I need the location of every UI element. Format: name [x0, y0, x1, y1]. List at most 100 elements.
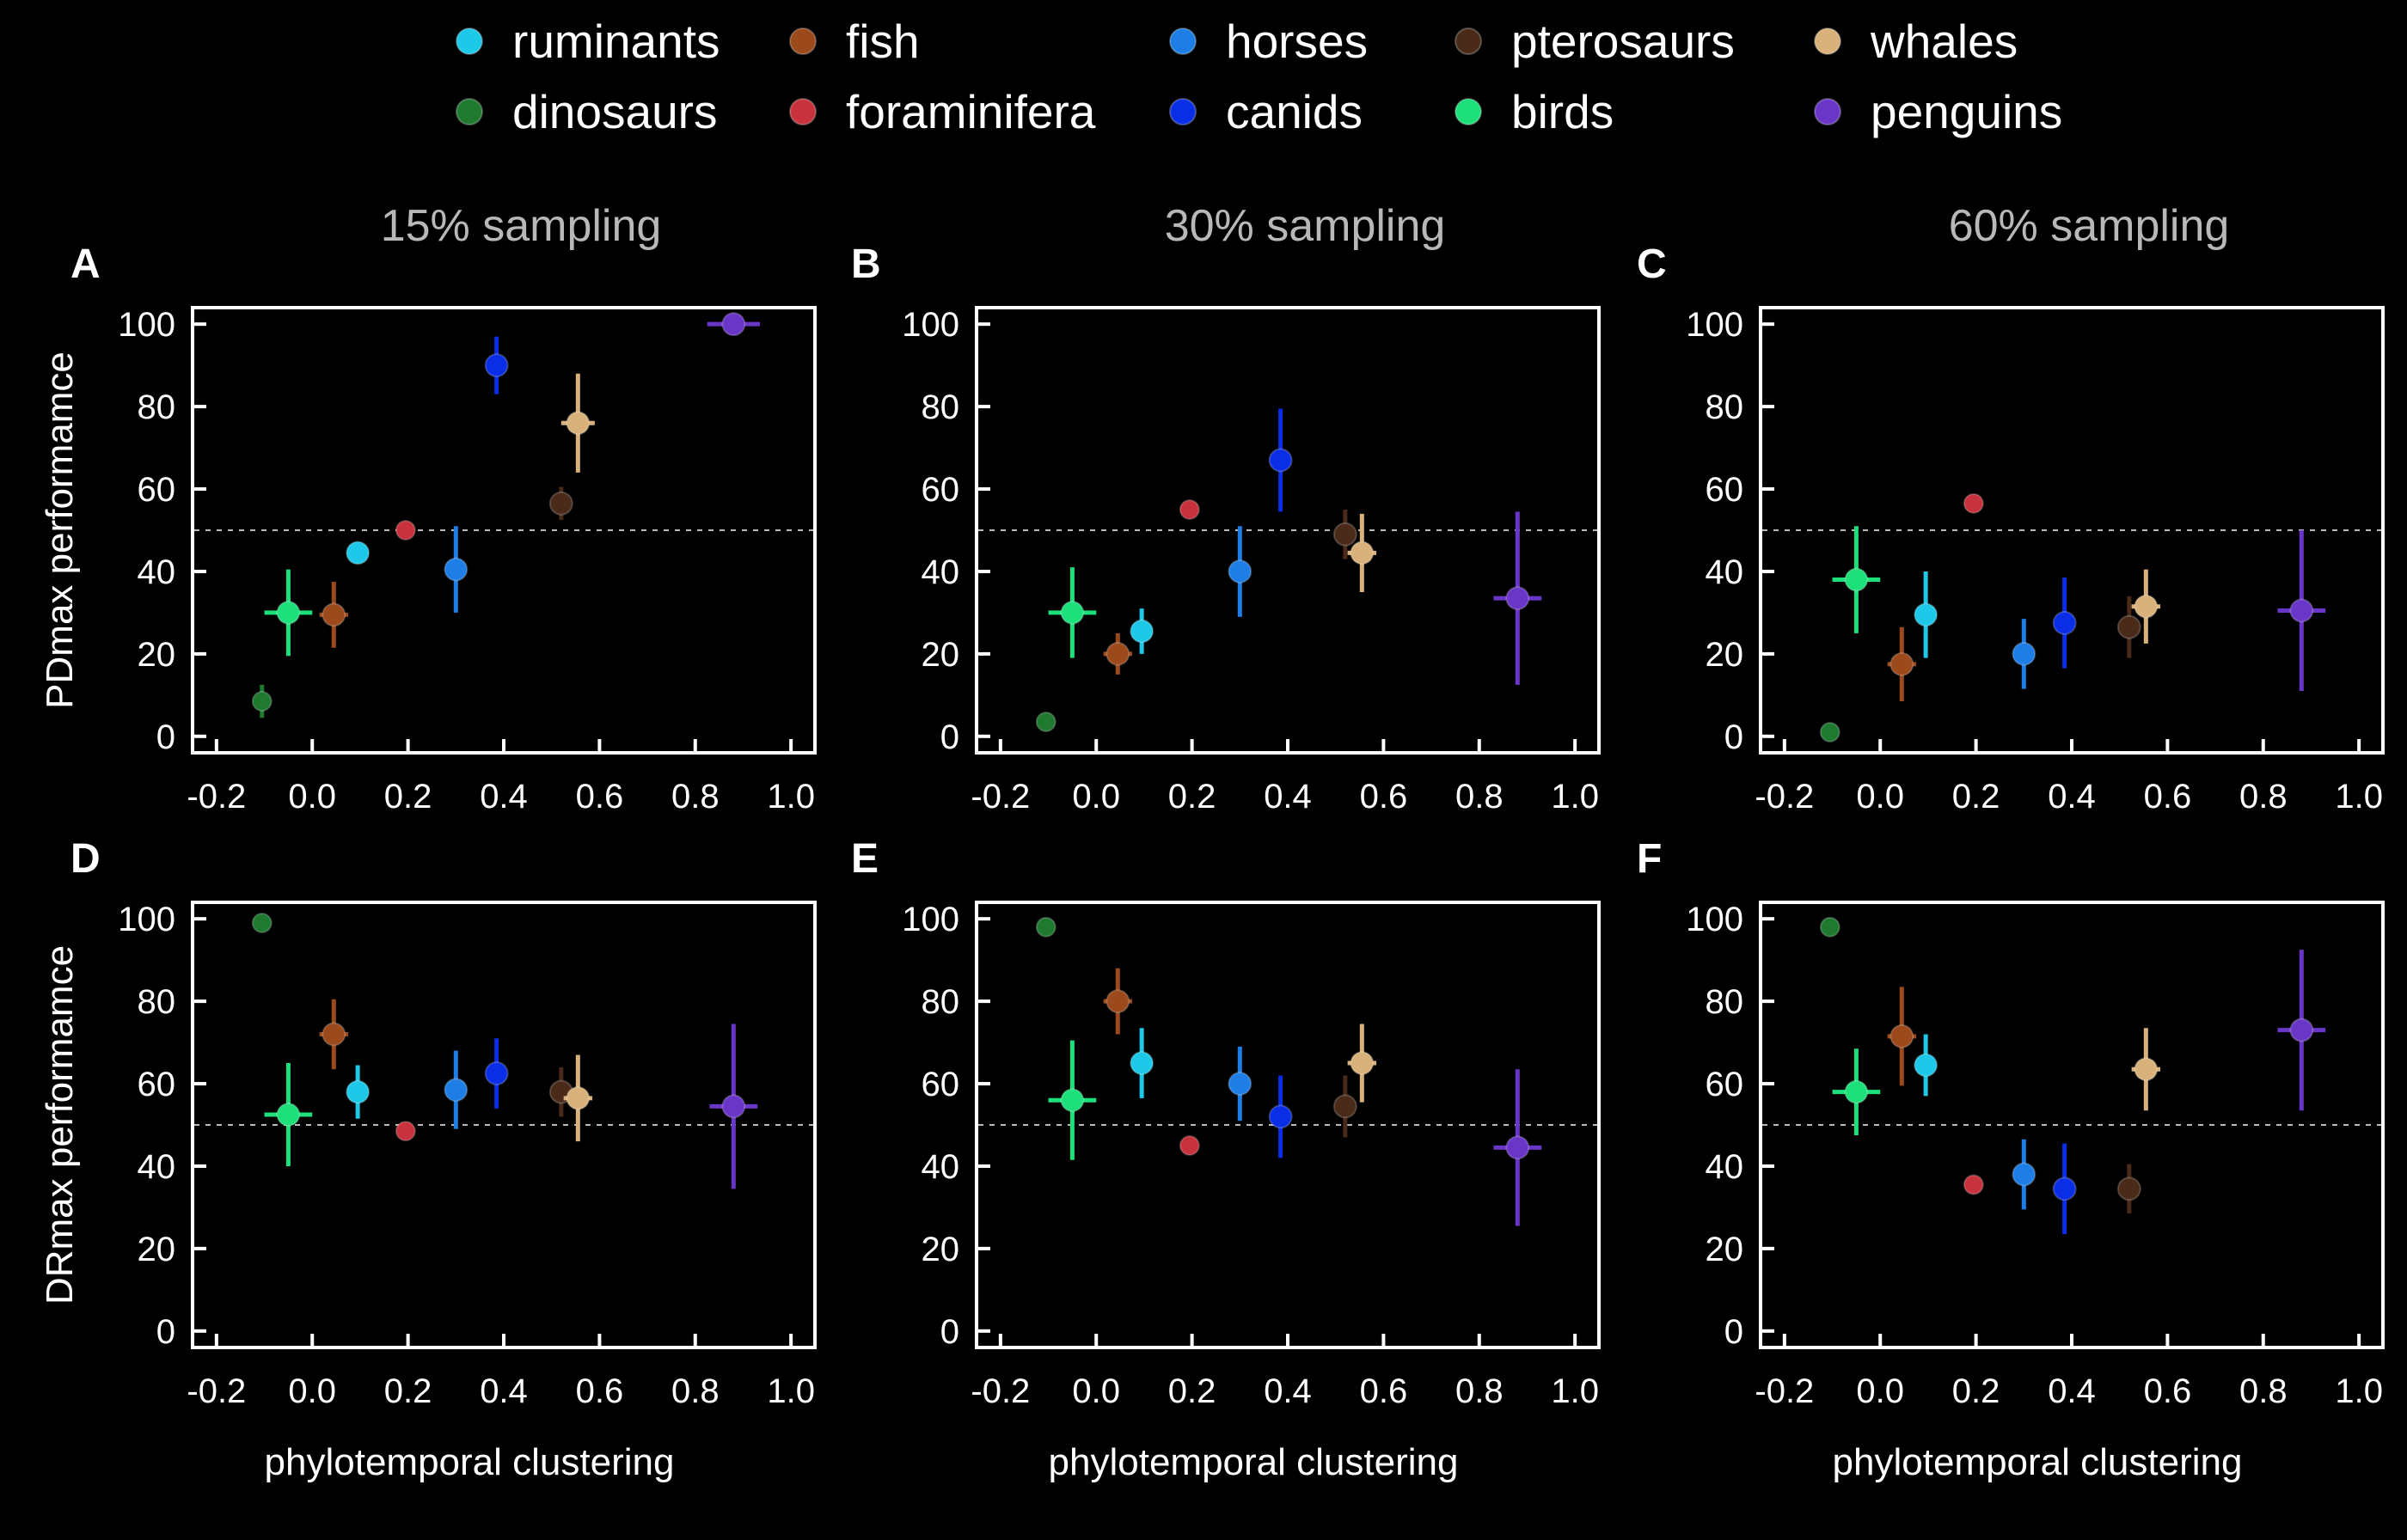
marker-penguins — [2289, 598, 2314, 623]
y-tick-label: 20 — [138, 1231, 176, 1268]
y-tick-label: 60 — [922, 1066, 960, 1103]
marker-penguins — [721, 312, 746, 337]
marker-ruminants — [1914, 602, 1938, 627]
panel-title: 60% sampling — [1949, 201, 2230, 251]
y-tick-label: 40 — [1706, 553, 1744, 591]
marker-fish — [322, 1022, 346, 1047]
point-dinosaurs — [1819, 916, 1840, 938]
point-canids — [2052, 578, 2077, 669]
legend: ruminants fish horses pterosaurs whales dinos… — [456, 15, 2062, 138]
x-tick-label: 0.4 — [2048, 1372, 2096, 1410]
marker-birds — [1060, 1088, 1085, 1113]
y-tick-label: 60 — [922, 471, 960, 509]
marker-canids — [1268, 1104, 1293, 1129]
marker-foraminifera — [1179, 1134, 1200, 1156]
marker-birds — [276, 1103, 301, 1128]
x-tick-label: 0.2 — [384, 1372, 432, 1410]
marker-ruminants — [1130, 1051, 1155, 1076]
marker-canids — [484, 1061, 509, 1086]
point-birds — [264, 1063, 313, 1166]
marker-canids — [1268, 448, 1293, 473]
x-tick-label: 0.0 — [1856, 778, 1904, 816]
marker-fish — [1106, 641, 1130, 666]
point-foraminifera — [1963, 1174, 1984, 1195]
marker-horses — [1228, 1072, 1252, 1097]
point-horses — [2012, 619, 2036, 689]
x-tick-label: 0.0 — [1072, 778, 1120, 816]
point-birds — [1832, 1048, 1881, 1135]
x-axis-label: phylotemporal clustering — [265, 1441, 675, 1483]
marker-foraminifera — [395, 520, 416, 541]
y-tick-label: 80 — [138, 388, 176, 426]
point-ruminants — [346, 541, 371, 565]
point-penguins — [2277, 950, 2326, 1111]
panel-C: C 60% sampling 0 20 40 60 80 100 -0.2 0.0 0.2 0.4 0.… — [1637, 201, 2385, 816]
y-tick-label: 0 — [156, 718, 175, 756]
point-pterosaurs — [1332, 510, 1357, 559]
panel-A: A 15% sampling PDmax performamce 0 20 40 60 80 1… — [39, 201, 817, 816]
marker-penguins — [1505, 1135, 1530, 1160]
x-tick-label: -0.2 — [971, 778, 1030, 816]
legend-swatch-pterosaurs — [1455, 28, 1482, 55]
marker-pterosaurs — [2116, 1176, 2141, 1201]
x-tick-label: 0.0 — [288, 778, 336, 816]
x-tick-label: 1.0 — [767, 778, 815, 816]
marker-penguins — [2289, 1018, 2314, 1042]
point-penguins — [1493, 511, 1542, 685]
x-tick-label: -0.2 — [1755, 1372, 1814, 1410]
marker-birds — [1844, 1079, 1869, 1104]
point-dinosaurs — [1819, 722, 1840, 743]
legend-swatch-birds — [1455, 98, 1482, 125]
y-tick-label: 100 — [118, 901, 175, 938]
point-horses — [1228, 1046, 1252, 1121]
point-pterosaurs — [1332, 1075, 1357, 1138]
y-tick-label: 40 — [1706, 1148, 1744, 1186]
marker-ruminants — [346, 541, 371, 565]
point-horses — [1228, 526, 1252, 617]
x-tick-label: -0.2 — [971, 1372, 1030, 1410]
legend-label-dinosaurs: dinosaurs — [512, 85, 717, 138]
point-birds — [264, 569, 313, 657]
y-tick-label: 40 — [138, 1148, 176, 1186]
x-tick-label: 1.0 — [2335, 1372, 2383, 1410]
x-tick-label: 0.8 — [2239, 1372, 2288, 1410]
point-penguins — [2277, 530, 2326, 692]
marker-penguins — [1505, 586, 1530, 611]
point-pterosaurs — [2116, 596, 2141, 658]
y-tick-label: 60 — [138, 471, 176, 509]
legend-label-ruminants: ruminants — [512, 15, 720, 68]
y-tick-label: 80 — [922, 983, 960, 1021]
y-tick-label: 40 — [922, 1148, 960, 1186]
x-tick-label: 0.4 — [1264, 778, 1312, 816]
marker-fish — [1889, 1024, 1914, 1048]
point-ruminants — [346, 1065, 371, 1119]
panel-letter: E — [851, 836, 879, 882]
point-penguins — [707, 312, 760, 337]
point-whales — [1347, 513, 1377, 592]
marker-dinosaurs — [1819, 916, 1840, 938]
marker-fish — [1106, 989, 1130, 1014]
x-tick-label: 0.8 — [1455, 1372, 1504, 1410]
point-fish — [1887, 987, 1916, 1086]
point-birds — [1048, 1040, 1097, 1160]
x-tick-label: 0.8 — [671, 1372, 720, 1410]
marker-ruminants — [1130, 619, 1155, 644]
marker-horses — [1228, 559, 1252, 584]
x-tick-label: 1.0 — [1551, 1372, 1599, 1410]
marker-dinosaurs — [1035, 916, 1057, 938]
marker-penguins — [721, 1094, 746, 1119]
marker-birds — [1060, 600, 1085, 625]
point-penguins — [1493, 1069, 1542, 1226]
x-tick-label: 0.8 — [1455, 778, 1504, 816]
x-tick-label: 0.8 — [2239, 778, 2288, 816]
marker-horses — [2012, 641, 2036, 666]
point-dinosaurs — [251, 912, 273, 933]
x-tick-label: 0.8 — [671, 778, 720, 816]
panel-letter: F — [1637, 836, 1662, 882]
marker-dinosaurs — [1035, 712, 1057, 733]
panel-letter: A — [70, 241, 101, 287]
point-foraminifera — [395, 1121, 416, 1142]
point-whales — [560, 373, 595, 473]
